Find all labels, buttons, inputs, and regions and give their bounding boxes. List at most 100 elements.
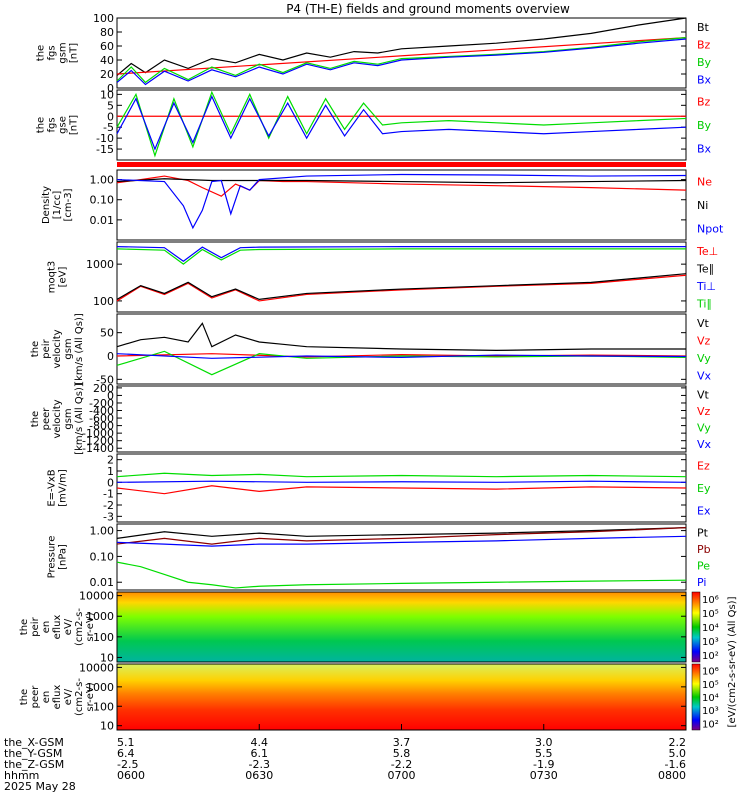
x-tick-label: 4.4 — [251, 736, 269, 749]
series-Te⊥ — [116, 274, 687, 302]
x-tick-label: 5.8 — [393, 747, 411, 760]
y-label-line: Density — [41, 186, 52, 224]
series-Vt — [116, 322, 686, 352]
series-Bx — [116, 95, 687, 151]
y-tick-label: -50 — [96, 373, 114, 386]
y-label-line: [mV/m] — [58, 469, 69, 507]
x-row-label: 2025 May 28 — [4, 780, 76, 793]
panel-peir-eflux: 10 100 1000 10000 thepeirenefluxeV/(cm2-s-sr… — [19, 590, 719, 665]
y-label-line: gsm — [63, 408, 74, 429]
y-tick-label: 1000 — [86, 681, 114, 694]
y-tick-label: -15 — [96, 143, 114, 156]
legend-Te⊥: Te⊥ — [696, 245, 718, 258]
series-Pe — [116, 535, 687, 547]
colorbar-tick-label: 10³ — [702, 637, 719, 648]
series-By — [116, 37, 687, 84]
y-tick-label: 10000 — [79, 661, 114, 674]
y-label-line: peer — [30, 685, 41, 709]
y-tick-label: 0.01 — [90, 214, 115, 227]
y-tick-label: 10 — [100, 651, 114, 664]
y-tick-label: -800 — [89, 420, 114, 433]
series-Pt — [116, 527, 687, 539]
colorbar-tick-label: 10² — [702, 651, 719, 662]
y-tick-label: 0.10 — [90, 550, 115, 563]
panels: 020406080100thefgsgsm[nT]BtBzByBx-15-10-… — [19, 12, 738, 733]
x-tick-label: -2.5 — [117, 758, 138, 771]
y-tick-label: 0.01 — [90, 576, 115, 589]
x-axis: 5.16.4-2.506004.46.1-2.306303.75.8-2.207… — [4, 724, 687, 793]
y-tick-label: 0.10 — [90, 194, 115, 207]
y-tick-label: -10 — [96, 132, 114, 145]
legend-Bt: Bt — [697, 21, 710, 34]
x-tick-label: 5.1 — [117, 736, 135, 749]
y-label-line: sr-eV) — [85, 612, 96, 641]
y-axis-label: thepeirvelocitygsm[km/s (All Qs)] — [30, 313, 85, 385]
y-tick-label: 10 — [100, 88, 114, 101]
y-tick-label: -5 — [103, 121, 114, 134]
legend-Pb: Pb — [697, 543, 711, 556]
legend-Ex: Ex — [697, 505, 711, 518]
y-tick-label: -1200 — [82, 435, 114, 448]
y-label-line: [km/s (All Qs)] — [74, 383, 85, 455]
y-label-line: the — [36, 45, 47, 61]
y-label-line: gsm — [63, 338, 74, 359]
panel-frame — [116, 17, 687, 89]
x-tick-label: 0630 — [245, 769, 273, 782]
series-Ez — [116, 485, 687, 495]
legend-Bx: Bx — [697, 142, 712, 155]
y-axis-label: Density[1/cc][cm-3] — [41, 186, 74, 224]
y-label-line: [nT] — [69, 115, 80, 135]
y-label-line: peir — [30, 616, 41, 636]
y-tick-label: 1 — [107, 465, 114, 478]
series-Npot — [116, 173, 687, 230]
legend-Pi: Pi — [697, 576, 706, 589]
y-tick-label: -200 — [89, 397, 114, 410]
y-tick-label: -2 — [103, 499, 114, 512]
series-Ni — [116, 178, 687, 184]
y-label-line: [nPa] — [58, 544, 69, 570]
y-tick-label: 1.00 — [90, 525, 115, 538]
y-tick-label: 200 — [93, 382, 114, 395]
panel-frame — [116, 591, 687, 663]
legend-Vt: Vt — [697, 388, 710, 401]
y-label-line: fgs — [47, 117, 58, 132]
y-tick-label: -1 — [103, 488, 114, 501]
y-label-line: [cm-3] — [63, 188, 74, 221]
panel-frame — [116, 523, 687, 591]
legend-Vz: Vz — [697, 405, 711, 418]
x-tick-label: 0600 — [117, 769, 145, 782]
x-tick-label: -2.3 — [249, 758, 270, 771]
y-tick-label: 100 — [93, 12, 114, 25]
y-label-line: the — [30, 341, 41, 357]
y-label-line: (cm2-s- — [74, 678, 85, 716]
colorbar-tick-label: 10⁶ — [702, 595, 719, 606]
y-label-line: the — [19, 619, 30, 635]
x-tick-label: 5.5 — [535, 747, 553, 760]
series-Bt — [116, 17, 687, 76]
y-tick-label: 0 — [107, 82, 114, 95]
y-label-line: peer — [41, 407, 52, 431]
legend-Npot: Npot — [697, 222, 724, 235]
y-label-line: Pressure — [47, 536, 58, 579]
y-tick-label: 0 — [107, 389, 114, 402]
legend-Bz: Bz — [697, 38, 711, 51]
y-axis-label: Pressure[nPa] — [47, 536, 69, 579]
panel-density: 0.01 0.10 1.00 Density[1/cc][cm-3] Ne Ni Npot — [41, 169, 724, 241]
y-axis-label: thefgsgse[nT] — [36, 115, 80, 135]
y-label-line: fgs — [47, 45, 58, 60]
x-tick-label: -2.2 — [391, 758, 412, 771]
series-Bz — [116, 37, 687, 75]
legend-Pe: Pe — [697, 559, 710, 572]
y-label-line: the — [30, 411, 41, 427]
legend-Ni: Ni — [697, 199, 708, 212]
colorbar-tick-label: 10⁴ — [702, 693, 719, 704]
spectrogram — [117, 664, 686, 730]
panel-frame — [116, 241, 687, 313]
y-axis-label: thepeirenefluxeV/(cm2-s-sr-eV) — [19, 608, 96, 646]
y-axis-label: thefgsgsm[nT] — [36, 42, 80, 63]
legend-Vy: Vy — [697, 421, 711, 434]
legend-By: By — [697, 56, 712, 69]
colorbar-tick-label: 10⁵ — [702, 680, 719, 691]
colorbar-tick-label: 10² — [702, 719, 719, 730]
